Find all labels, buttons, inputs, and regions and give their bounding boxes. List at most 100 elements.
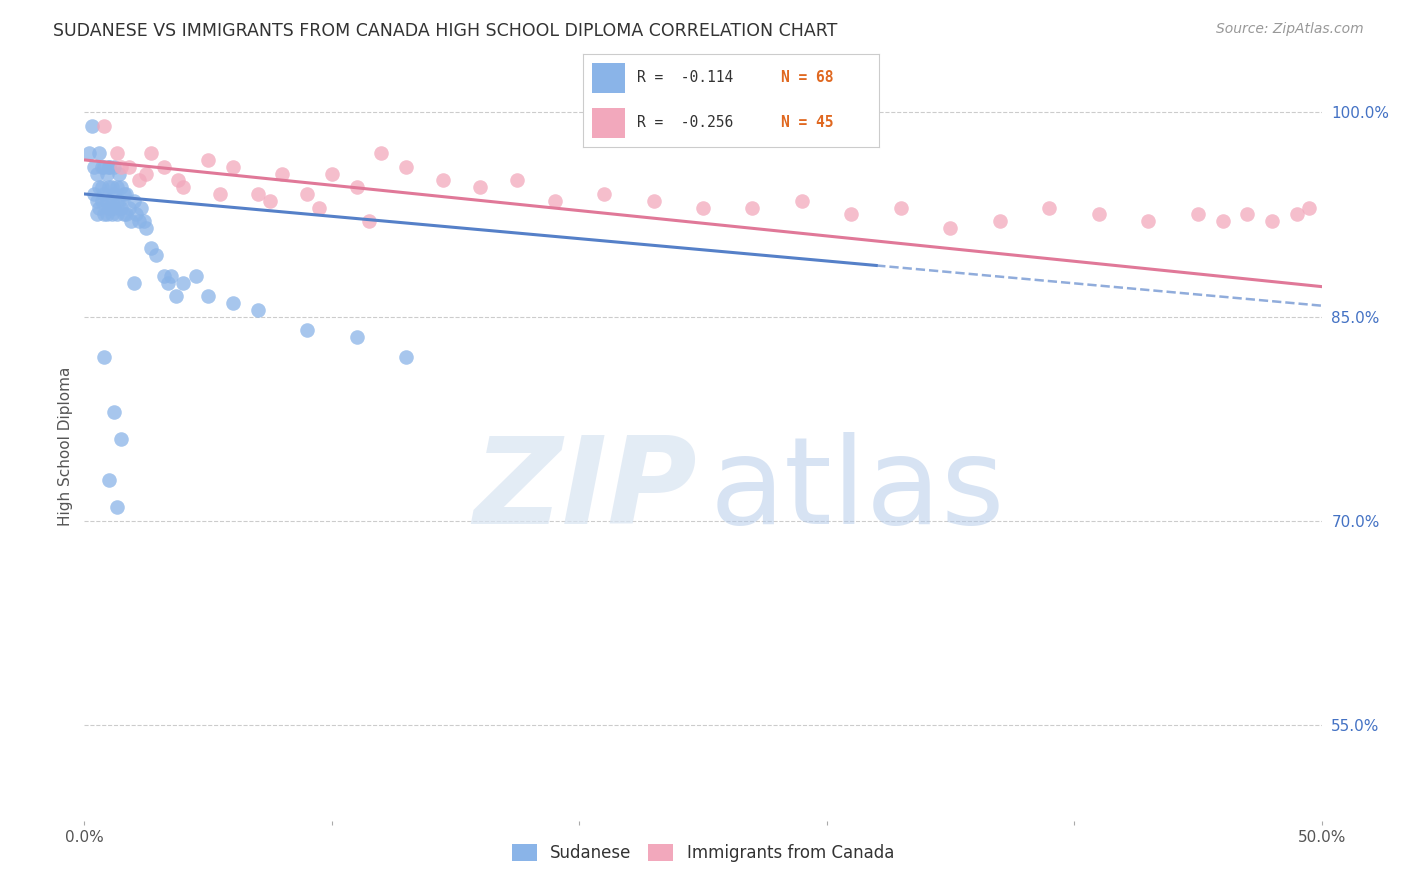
Point bbox=[128, 214, 150, 228]
Point bbox=[110, 160, 132, 174]
Text: N = 68: N = 68 bbox=[782, 70, 834, 86]
Point bbox=[103, 160, 125, 174]
Point bbox=[246, 186, 269, 201]
Text: N = 45: N = 45 bbox=[782, 115, 834, 130]
Point bbox=[122, 276, 145, 290]
Point bbox=[470, 180, 492, 194]
Point bbox=[89, 201, 111, 215]
Text: SUDANESE VS IMMIGRANTS FROM CANADA HIGH SCHOOL DIPLOMA CORRELATION CHART: SUDANESE VS IMMIGRANTS FROM CANADA HIGH … bbox=[53, 22, 838, 40]
Point bbox=[1285, 207, 1308, 221]
Point bbox=[259, 194, 281, 208]
Point bbox=[128, 173, 150, 187]
Point bbox=[172, 180, 194, 194]
Point bbox=[1298, 201, 1320, 215]
Point bbox=[83, 160, 105, 174]
Point bbox=[125, 207, 148, 221]
Point bbox=[96, 194, 118, 208]
Point bbox=[100, 207, 122, 221]
Point bbox=[118, 160, 141, 174]
Point bbox=[152, 160, 174, 174]
Point bbox=[105, 194, 128, 208]
Point bbox=[1212, 214, 1234, 228]
Point bbox=[105, 146, 128, 161]
Point bbox=[160, 268, 183, 283]
Point bbox=[90, 194, 112, 208]
Point bbox=[890, 201, 912, 215]
Point bbox=[790, 194, 813, 208]
Point bbox=[271, 167, 294, 181]
Text: Source: ZipAtlas.com: Source: ZipAtlas.com bbox=[1216, 22, 1364, 37]
Text: R =  -0.114: R = -0.114 bbox=[637, 70, 733, 86]
Point bbox=[1038, 201, 1060, 215]
Point bbox=[96, 167, 118, 181]
Point bbox=[110, 201, 132, 215]
Point bbox=[432, 173, 454, 187]
Point bbox=[222, 296, 245, 310]
Point bbox=[370, 146, 392, 161]
Point bbox=[357, 214, 380, 228]
Point bbox=[110, 180, 132, 194]
Point bbox=[112, 186, 135, 201]
Point bbox=[86, 207, 108, 221]
Point bbox=[93, 186, 115, 201]
Point bbox=[167, 173, 190, 187]
Point bbox=[93, 207, 115, 221]
Point bbox=[110, 432, 132, 446]
Text: atlas: atlas bbox=[709, 433, 1005, 549]
Point bbox=[741, 201, 763, 215]
Text: ZIP: ZIP bbox=[472, 433, 697, 549]
Point bbox=[80, 119, 103, 133]
Point bbox=[295, 186, 318, 201]
Point bbox=[115, 207, 138, 221]
Point bbox=[79, 146, 101, 161]
Point bbox=[105, 500, 128, 515]
Point bbox=[90, 180, 112, 194]
Point bbox=[93, 160, 115, 174]
Point bbox=[1261, 214, 1284, 228]
Point bbox=[89, 180, 111, 194]
Point bbox=[86, 194, 108, 208]
Point bbox=[395, 351, 418, 365]
Point bbox=[93, 351, 115, 365]
Legend: Sudanese, Immigrants from Canada: Sudanese, Immigrants from Canada bbox=[505, 837, 901, 869]
Point bbox=[141, 146, 163, 161]
Point bbox=[96, 207, 118, 221]
Point bbox=[939, 221, 962, 235]
Point bbox=[118, 201, 141, 215]
Point bbox=[103, 201, 125, 215]
Point bbox=[98, 160, 121, 174]
Point bbox=[141, 242, 163, 256]
Point bbox=[98, 201, 121, 215]
Point bbox=[692, 201, 714, 215]
Point bbox=[103, 186, 125, 201]
Point bbox=[593, 186, 616, 201]
Point bbox=[105, 180, 128, 194]
Point bbox=[108, 167, 131, 181]
Point bbox=[346, 180, 368, 194]
FancyBboxPatch shape bbox=[592, 63, 624, 93]
Point bbox=[395, 160, 418, 174]
Point bbox=[346, 330, 368, 344]
Point bbox=[145, 248, 167, 262]
Point bbox=[112, 207, 135, 221]
Point bbox=[841, 207, 863, 221]
Text: R =  -0.256: R = -0.256 bbox=[637, 115, 733, 130]
Point bbox=[98, 473, 121, 487]
Point bbox=[1236, 207, 1258, 221]
Point bbox=[172, 276, 194, 290]
Point bbox=[86, 167, 108, 181]
Point bbox=[184, 268, 207, 283]
Point bbox=[165, 289, 187, 303]
Point bbox=[222, 160, 245, 174]
Point bbox=[129, 201, 152, 215]
Point bbox=[152, 268, 174, 283]
Point bbox=[100, 180, 122, 194]
Point bbox=[1088, 207, 1111, 221]
FancyBboxPatch shape bbox=[592, 108, 624, 138]
Point bbox=[1187, 207, 1209, 221]
Point bbox=[197, 153, 219, 167]
Point bbox=[100, 194, 122, 208]
Point bbox=[108, 194, 131, 208]
Point bbox=[209, 186, 232, 201]
Y-axis label: High School Diploma: High School Diploma bbox=[58, 367, 73, 525]
